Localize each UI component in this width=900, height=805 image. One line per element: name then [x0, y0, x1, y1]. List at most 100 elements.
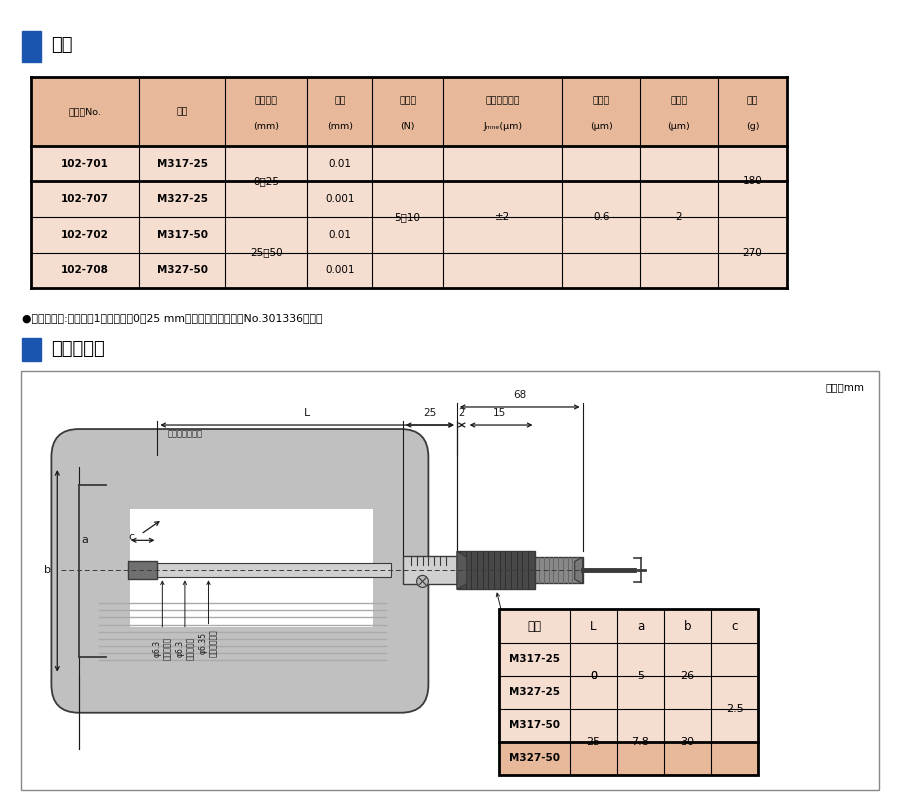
Text: 5: 5	[637, 671, 644, 681]
Bar	[308, 181, 373, 217]
Bar	[718, 146, 787, 217]
Bar	[562, 181, 640, 217]
Bar	[711, 741, 759, 775]
Bar	[640, 217, 718, 253]
Text: 68: 68	[513, 390, 526, 400]
Text: b: b	[684, 620, 691, 633]
Text: 最大許容誤差: 最大許容誤差	[485, 97, 520, 105]
Bar	[373, 146, 443, 288]
Text: M317-25: M317-25	[157, 159, 208, 168]
Bar	[718, 217, 787, 288]
Text: 2: 2	[676, 212, 682, 222]
Text: 0.01: 0.01	[328, 159, 351, 168]
Bar	[562, 253, 640, 288]
Bar	[225, 77, 308, 146]
Text: L: L	[304, 408, 310, 418]
Bar	[31, 146, 139, 181]
Bar	[225, 181, 308, 217]
Text: M327-50: M327-50	[508, 753, 560, 763]
Bar	[31, 217, 139, 253]
Polygon shape	[575, 557, 582, 584]
Bar	[562, 146, 640, 288]
Text: 符号: 符号	[176, 107, 188, 116]
Text: 0～25: 0～25	[254, 176, 279, 187]
Bar	[443, 77, 562, 146]
Text: c: c	[129, 532, 135, 543]
Bar	[31, 181, 139, 217]
Text: b: b	[44, 565, 51, 576]
Bar	[139, 253, 225, 288]
Bar	[570, 741, 617, 775]
Polygon shape	[457, 551, 467, 589]
Bar	[373, 77, 443, 146]
Bar	[664, 609, 711, 642]
Bar	[373, 181, 443, 217]
Bar	[308, 146, 373, 181]
Bar	[500, 642, 570, 675]
Bar	[500, 708, 570, 741]
Bar	[570, 642, 617, 675]
Bar	[711, 642, 759, 675]
Bar	[640, 146, 718, 181]
Text: 質量: 質量	[747, 97, 758, 105]
Text: a: a	[637, 620, 644, 633]
Bar	[79, 485, 130, 657]
Text: (mm): (mm)	[254, 122, 279, 131]
Text: a: a	[82, 535, 89, 545]
Text: （最小測定長）: （最小測定長）	[167, 429, 202, 438]
Text: 仕様: 仕様	[50, 36, 72, 55]
Text: 平行度: 平行度	[670, 97, 688, 105]
Bar	[139, 217, 225, 253]
Bar	[443, 181, 562, 217]
Bar	[640, 253, 718, 288]
Bar	[31, 77, 139, 146]
Bar	[457, 551, 536, 589]
Bar	[562, 77, 640, 146]
Bar	[308, 77, 373, 146]
Bar	[139, 181, 225, 217]
Bar	[500, 741, 570, 775]
Text: L: L	[590, 620, 597, 633]
Bar	[616, 642, 664, 675]
Text: 0.001: 0.001	[325, 266, 355, 275]
Text: 102-701: 102-701	[61, 159, 109, 168]
Bar	[139, 146, 225, 181]
Bar	[640, 146, 718, 288]
Text: 0.6: 0.6	[593, 212, 609, 222]
Text: Jₘₙₑ(μm): Jₘₙₑ(μm)	[483, 122, 522, 131]
Bar	[500, 609, 759, 775]
Text: φ6.35
スピンドル径: φ6.35 スピンドル径	[199, 629, 218, 657]
Bar	[664, 675, 711, 708]
Bar	[373, 146, 443, 181]
Text: 0.01: 0.01	[328, 229, 351, 240]
Text: コードNo.: コードNo.	[68, 107, 102, 116]
Bar	[128, 561, 158, 580]
Bar	[373, 253, 443, 288]
Bar	[225, 217, 308, 253]
Text: 25～50: 25～50	[250, 248, 283, 258]
Bar	[562, 217, 640, 253]
Bar	[664, 708, 711, 741]
Text: M327-25: M327-25	[157, 194, 208, 204]
Text: 単位：mm: 単位：mm	[825, 382, 864, 392]
Text: 測定力: 測定力	[399, 97, 417, 105]
Text: (mm): (mm)	[327, 122, 353, 131]
Text: 102-708: 102-708	[61, 266, 109, 275]
Bar	[308, 253, 373, 288]
Bar	[443, 146, 562, 181]
Text: 25: 25	[586, 737, 600, 747]
Bar	[616, 708, 664, 741]
Bar	[664, 642, 711, 675]
Text: M317-50: M317-50	[157, 229, 208, 240]
Text: 30: 30	[680, 737, 695, 747]
Bar	[711, 708, 759, 741]
Bar	[443, 253, 562, 288]
Bar	[139, 77, 225, 146]
Bar	[570, 708, 617, 741]
Text: 270: 270	[742, 248, 762, 258]
Text: 102-702: 102-702	[61, 229, 109, 240]
Bar	[31, 253, 139, 288]
Bar	[562, 146, 640, 181]
Text: 0.001: 0.001	[325, 194, 355, 204]
Text: c: c	[732, 620, 738, 633]
